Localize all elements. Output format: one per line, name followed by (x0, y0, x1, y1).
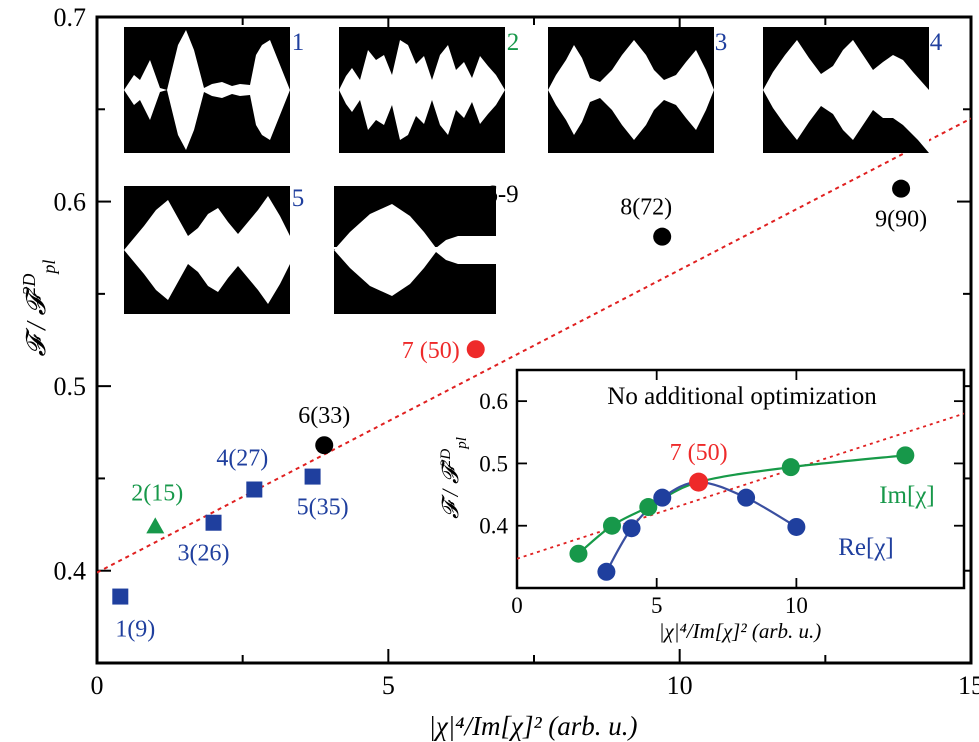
inset-series-label-Im[χ]: Im[χ] (879, 482, 935, 509)
inset-y-tick-label: 0.5 (479, 451, 508, 476)
marker-square-4(27) (246, 481, 263, 498)
main-point-labels: 1(9) 2(15) 3(26) 4(27) 5(35) 6(33) 7 (50) 8(72)… (115, 195, 927, 643)
inset-y-tick-label: 0.6 (479, 389, 508, 414)
panel-4 (763, 27, 929, 153)
panel-1 (124, 27, 290, 153)
marker-triangle-2(15) (146, 517, 165, 534)
inset-x-tick-label: 10 (785, 593, 808, 618)
point-label-5(35): 5(35) (297, 495, 349, 521)
inset-point-Im[χ] (569, 544, 588, 563)
inset-point-highlight (689, 472, 709, 492)
marker-square-5(35) (304, 468, 321, 485)
inset-y-axis-label: 𝓕 / 𝓕2Dpl (438, 437, 470, 519)
point-label-6(33): 6(33) (298, 403, 350, 429)
point-label-2(15): 2(15) (131, 480, 183, 506)
point-label-1(9): 1(9) (115, 617, 155, 643)
inset-x-tick-label: 0 (511, 593, 523, 618)
panel-label-4: 4 (930, 29, 943, 56)
main-tick-labels: 0 5 10 150.40.50.60.7 (54, 3, 979, 700)
panel-6-9 (334, 186, 496, 314)
marker-circle-6(33) (315, 436, 334, 455)
inset-point-Im[χ] (781, 458, 800, 477)
structure-panels (124, 27, 929, 314)
inset-tick-labels: 0 5 10 0.4 0.5 0.6 (479, 389, 808, 618)
inset-title: No additional optimization (607, 383, 877, 410)
marker-square-3(26) (205, 514, 222, 531)
panel-label-1: 1 (292, 29, 305, 56)
inset-highlight-label: 7 (50) (670, 440, 728, 466)
panel-label-3: 3 (715, 29, 728, 56)
point-label-9(90): 9(90) (875, 207, 927, 233)
marker-square-1(9) (112, 588, 129, 605)
inset-x-axis-label: |χ|⁴/Im[χ]² (arb. u.) (659, 619, 822, 643)
x-tick-label: 5 (382, 671, 395, 700)
x-tick-label: 15 (958, 671, 979, 700)
inset-point-Re[χ] (622, 519, 641, 538)
inset-series (569, 446, 915, 581)
inset-point-Re[χ] (653, 488, 672, 507)
marker-circle-8(72) (653, 227, 672, 246)
inset-point-Im[χ] (639, 498, 658, 517)
y-tick-label: 0.6 (54, 188, 87, 217)
panel-label-5: 5 (292, 185, 305, 212)
inset-series-label-Re[χ]: Re[χ] (838, 534, 894, 561)
panel-labels: 1 2 3 4 5 6-9 (292, 29, 943, 212)
inset-point-Im[χ] (602, 516, 621, 535)
y-tick-label: 0.5 (54, 372, 87, 401)
panel-3 (548, 27, 714, 153)
panel-5 (124, 186, 290, 314)
inset-point-Im[χ] (896, 446, 915, 465)
point-label-3(26): 3(26) (178, 541, 230, 567)
x-tick-label: 10 (667, 671, 693, 700)
x-tick-label: 0 (91, 671, 104, 700)
point-label-7 (50): 7 (50) (402, 338, 460, 364)
marker-circle-7 (50) (466, 340, 485, 359)
inset-labels: No additional optimization 7 (50) Im[χ] Re[… (607, 383, 934, 561)
inset-plot: 0 5 10 0.4 0.5 0.6 No additional optimization… (438, 368, 966, 643)
inset-point-Re[χ] (737, 488, 756, 507)
inset-ticks (516, 370, 964, 588)
point-label-4(27): 4(27) (216, 446, 268, 472)
point-label-8(72): 8(72) (620, 195, 672, 221)
inset-x-tick-label: 5 (651, 593, 663, 618)
inset-y-tick-label: 0.4 (479, 514, 508, 539)
inset-fit-line (517, 412, 964, 560)
main-x-axis-label: |χ|⁴/Im[χ]² (arb. u.) (428, 711, 637, 741)
panel-label-2: 2 (507, 29, 520, 56)
main-markers (112, 179, 911, 605)
inset-point-Re[χ] (787, 517, 806, 536)
main-plot: 0 5 10 150.40.50.60.7 (19, 3, 979, 741)
panel-2 (339, 27, 505, 153)
marker-circle-9(90) (892, 179, 911, 198)
main-y-axis-label: 𝓕 / 𝓕2Dpl (19, 260, 59, 357)
inset-point-Re[χ] (597, 562, 616, 581)
inset-background (515, 368, 966, 590)
y-tick-label: 0.7 (54, 3, 87, 32)
y-tick-label: 0.4 (54, 557, 87, 586)
panel-label-6-9: 6-9 (485, 181, 518, 208)
